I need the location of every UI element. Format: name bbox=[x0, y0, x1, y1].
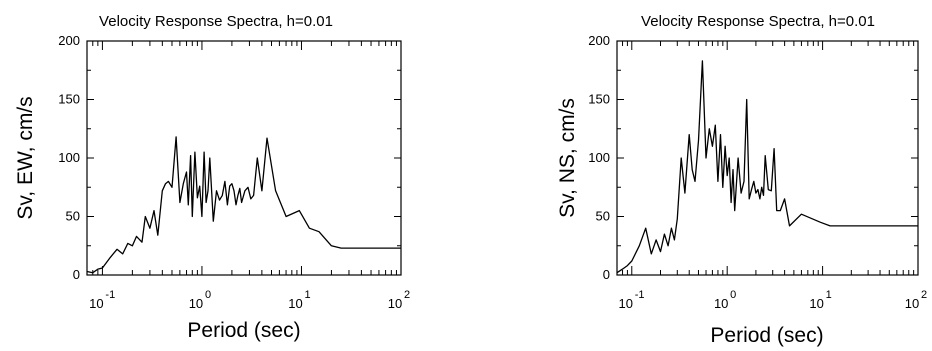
y-tick-label: 50 bbox=[596, 209, 610, 224]
x-tick-exponent: 1 bbox=[304, 289, 310, 301]
x-tick-exponent: 2 bbox=[404, 289, 410, 301]
y-tick-label: 0 bbox=[603, 267, 610, 282]
plot-frame bbox=[616, 40, 919, 276]
x-tick-exponent: 1 bbox=[826, 289, 832, 301]
y-tick-label: 100 bbox=[58, 150, 80, 165]
x-tick-label: 10 bbox=[288, 296, 302, 311]
chart-panel-ns: Velocity Response Spectra, h=0.01 Sv, NS… bbox=[556, 13, 927, 347]
x-tick-exponent: 0 bbox=[730, 289, 736, 301]
y-axis-label: Sv, NS, cm/s bbox=[556, 98, 579, 218]
y-axis-label: Sv, EW, cm/s bbox=[14, 96, 37, 219]
series-line bbox=[86, 136, 401, 274]
x-tick-label: 10 bbox=[714, 296, 728, 311]
x-tick-exponent: -1 bbox=[105, 289, 115, 301]
y-tick-label: 100 bbox=[588, 150, 610, 165]
y-tick-label: 200 bbox=[58, 33, 80, 48]
y-tick-label: 150 bbox=[58, 92, 80, 107]
chart-panel-ew: Velocity Response Spectra, h=0.01 Sv, EW… bbox=[14, 13, 410, 342]
x-tick-label: 10 bbox=[189, 296, 203, 311]
chart-title: Velocity Response Spectra, h=0.01 bbox=[641, 13, 875, 30]
y-tick-label: 200 bbox=[588, 33, 610, 48]
x-tick-label: 10 bbox=[905, 296, 919, 311]
x-tick-label: 10 bbox=[809, 296, 823, 311]
y-tick-label: 0 bbox=[73, 267, 80, 282]
x-tick-exponent: 2 bbox=[921, 289, 927, 301]
x-axis-label: Period (sec) bbox=[187, 319, 300, 342]
chart-title: Velocity Response Spectra, h=0.01 bbox=[99, 13, 333, 30]
y-tick-label: 50 bbox=[66, 209, 80, 224]
plot-frame bbox=[86, 40, 402, 276]
x-tick-label: 10 bbox=[89, 296, 103, 311]
x-tick-label: 10 bbox=[388, 296, 402, 311]
x-tick-exponent: 0 bbox=[205, 289, 211, 301]
x-axis-label: Period (sec) bbox=[710, 324, 823, 347]
series-line bbox=[616, 60, 918, 274]
x-tick-label: 10 bbox=[619, 296, 633, 311]
x-tick-exponent: -1 bbox=[635, 289, 645, 301]
y-tick-label: 150 bbox=[588, 92, 610, 107]
